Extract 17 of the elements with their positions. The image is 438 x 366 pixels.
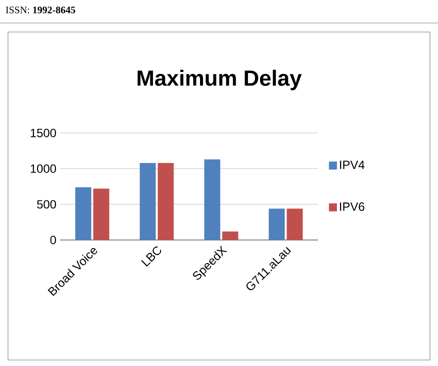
bar (158, 162, 174, 240)
chart-title: Maximum Delay (138, 70, 302, 90)
legend-label: IPV4 (340, 160, 364, 169)
text: ISSN: 1992-8645 (6, 6, 76, 14)
bar (268, 208, 285, 240)
bar (286, 208, 303, 240)
x-tick-label: LBC (141, 246, 162, 267)
y-tick-label: 1000 (30, 164, 56, 173)
bar (93, 188, 110, 240)
legend-label: IPV6 (340, 202, 364, 211)
bar (140, 162, 156, 240)
bar (222, 231, 238, 240)
bar (75, 187, 92, 240)
y-tick-label: 0 (50, 236, 56, 244)
y-tick-label: 500 (37, 200, 56, 209)
bar (204, 159, 220, 240)
y-tick-label: 1500 (30, 128, 56, 138)
